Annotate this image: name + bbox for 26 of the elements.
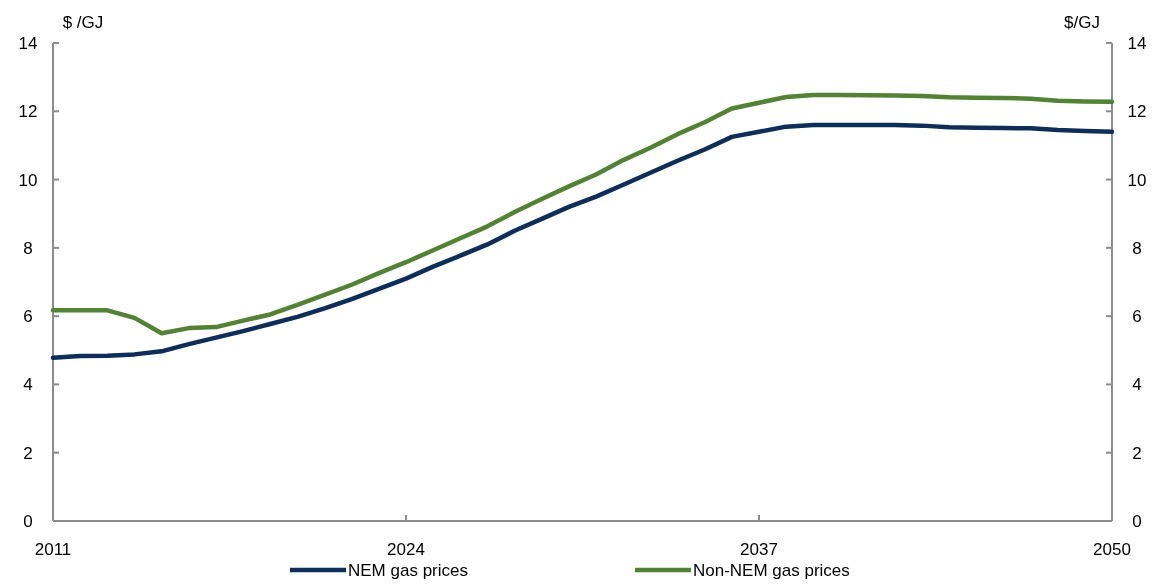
y2-axis-title: $/GJ xyxy=(1064,13,1100,32)
y-tick-label: 12 xyxy=(18,102,38,122)
x-tick-label: 2024 xyxy=(387,540,425,559)
y2-tick-label: 2 xyxy=(1132,443,1142,463)
line-series xyxy=(50,122,1115,361)
x-tick-label: 2050 xyxy=(1093,540,1131,559)
y-tick-label: 2 xyxy=(23,443,33,463)
legend-label: Non-NEM gas prices xyxy=(693,561,850,580)
y2-tick-label: 10 xyxy=(1127,170,1147,190)
y2-tick-label: 4 xyxy=(1132,375,1142,395)
y-tick-label: 14 xyxy=(18,34,38,53)
y-tick-label: 10 xyxy=(18,170,38,190)
x-tick-label: 2037 xyxy=(740,540,778,559)
y-axis-title: $ /GJ xyxy=(62,13,104,32)
y2-tick-label: 8 xyxy=(1132,238,1142,258)
x-tick-label: 2011 xyxy=(34,540,72,559)
y-tick-label: 6 xyxy=(23,307,33,327)
y2-tick-label: 0 xyxy=(1132,512,1142,531)
y-tick-label: 8 xyxy=(23,238,33,258)
y-tick-label: 0 xyxy=(23,512,33,531)
line-series xyxy=(50,92,1115,336)
y2-tick-label: 12 xyxy=(1127,102,1147,122)
legend-label: NEM gas prices xyxy=(348,561,468,580)
y2-tick-label: 6 xyxy=(1132,307,1142,327)
y-tick-label: 4 xyxy=(23,375,33,395)
y2-tick-label: 14 xyxy=(1127,34,1147,53)
